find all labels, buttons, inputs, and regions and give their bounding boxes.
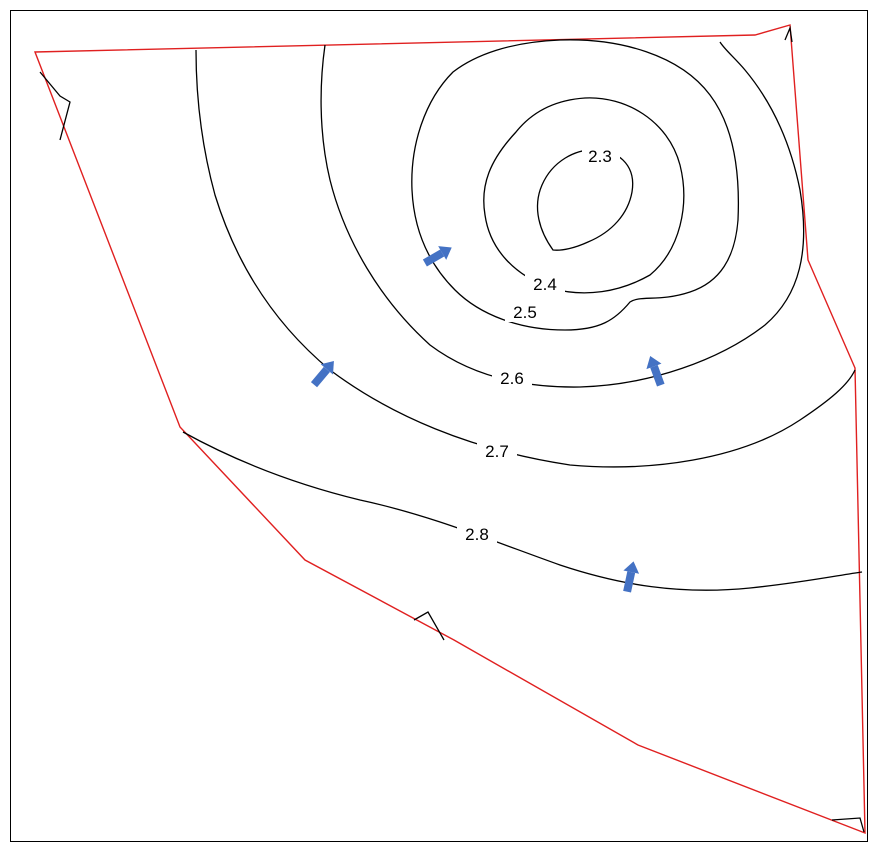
flow-arrow-4 — [623, 561, 640, 593]
boundary-notch-bottom — [413, 611, 445, 641]
contour-label-2-7: 2.7 — [477, 439, 517, 461]
contour-label-2-3: 2.3 — [582, 144, 620, 166]
svg-text:2.7: 2.7 — [485, 442, 509, 461]
flow-arrow-1 — [422, 246, 452, 267]
boundary-notch-left — [39, 71, 71, 141]
flow-arrow-3 — [646, 356, 665, 387]
contour-2-7-line — [195, 49, 856, 468]
contour-2-8-line — [182, 431, 863, 591]
flow-arrow-2 — [310, 360, 334, 388]
map-frame — [10, 10, 868, 842]
contour-label-2-8: 2.8 — [457, 522, 497, 544]
svg-text:2.3: 2.3 — [588, 147, 612, 166]
contour-2-3-line — [536, 149, 634, 251]
contour-2-6-line — [320, 41, 805, 388]
svg-text:2.6: 2.6 — [500, 369, 524, 388]
site-boundary — [33, 24, 866, 835]
contour-2-4-line — [483, 97, 685, 294]
contour-label-2-5: 2.5 — [505, 300, 545, 322]
boundary-notch-bottomright — [831, 817, 865, 833]
contour-label-2-6: 2.6 — [492, 366, 532, 388]
svg-text:2.4: 2.4 — [533, 275, 557, 294]
svg-text:2.5: 2.5 — [513, 303, 537, 322]
contour-label-2-4: 2.4 — [525, 272, 565, 294]
boundary-notch-topright — [784, 25, 793, 43]
contour-2-5-line — [411, 39, 740, 331]
svg-text:2.8: 2.8 — [465, 525, 489, 544]
